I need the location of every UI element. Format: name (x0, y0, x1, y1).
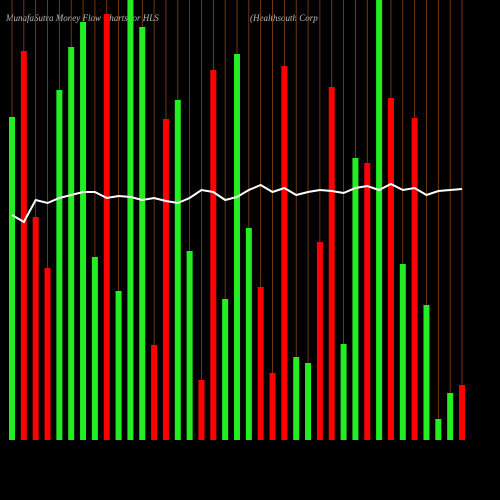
bar (103, 14, 110, 440)
bar (151, 345, 158, 440)
bar (435, 419, 442, 440)
bar (387, 98, 394, 440)
bar (411, 118, 418, 440)
bar (459, 385, 465, 440)
chart-title: MunafaSutra Money Flow Charts for HLS (5, 13, 159, 23)
bar (91, 257, 98, 440)
bar (44, 268, 51, 440)
bar (174, 100, 181, 440)
bar (20, 51, 27, 440)
bar (68, 47, 75, 440)
bar (245, 228, 252, 440)
bar (328, 87, 335, 440)
bar (9, 117, 15, 440)
bar (198, 380, 205, 440)
bar (139, 27, 146, 440)
bar (364, 163, 371, 440)
bar (32, 217, 39, 440)
bar (210, 70, 217, 440)
bar (305, 363, 312, 440)
bar (80, 22, 87, 440)
bar (447, 393, 454, 440)
bar (340, 344, 347, 440)
bar (399, 264, 406, 440)
bar (376, 0, 383, 440)
bar (186, 251, 193, 440)
bar (162, 119, 169, 440)
bar (127, 0, 134, 440)
bar (234, 54, 240, 440)
bar (269, 373, 276, 440)
bar (281, 66, 288, 440)
bar (257, 287, 264, 440)
bar (423, 305, 430, 440)
bar (222, 299, 229, 440)
bar (56, 90, 63, 440)
bar (293, 357, 300, 440)
bar (352, 158, 359, 440)
bar (316, 242, 323, 440)
flow-line (11, 182, 463, 224)
bar (115, 291, 122, 440)
